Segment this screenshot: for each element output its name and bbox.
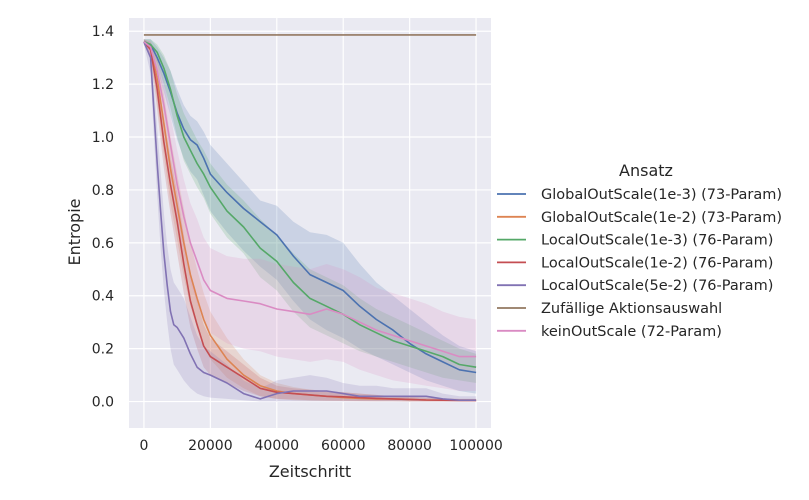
y-axis-label: Entropie — [65, 199, 84, 266]
x-axis-label: Zeitschritt — [269, 462, 351, 481]
legend-entry: keinOutScale (72-Param) — [541, 324, 722, 340]
legend-entry: LocalOutScale(1e-2) (76-Param) — [541, 255, 773, 271]
series-lines — [143, 34, 477, 402]
y-tick-label: 0.2 — [92, 342, 114, 358]
x-tick-label: 0 — [139, 438, 148, 454]
legend-entry: GlobalOutScale(1e-2) (73-Param) — [541, 210, 782, 226]
legend-entry: Zufällige Aktionsauswahl — [541, 301, 722, 317]
legend-entry: LocalOutScale(1e-3) (76-Param) — [541, 233, 773, 249]
x-tick-label: 60000 — [321, 438, 366, 454]
legend-title: Ansatz — [619, 161, 673, 180]
band-series-6 — [143, 39, 477, 391]
y-tick-label: 0.8 — [92, 183, 114, 199]
x-tick-label: 100000 — [449, 438, 502, 454]
y-tick-label: 1.4 — [92, 24, 114, 40]
line-series-6 — [143, 41, 477, 358]
x-tick-label: 40000 — [255, 438, 300, 454]
line-series-4 — [143, 41, 477, 402]
y-tick-label: 1.2 — [92, 77, 114, 93]
x-tick-label: 80000 — [387, 438, 432, 454]
y-tick-label: 0.4 — [92, 289, 114, 305]
band-series-4 — [143, 39, 477, 402]
x-tick-labels: 0 20000 40000 60000 80000 100000 — [139, 438, 502, 454]
band-series-0 — [143, 39, 477, 394]
y-tick-labels: 0.0 0.2 0.4 0.6 0.8 1.0 1.2 1.4 — [92, 24, 114, 410]
y-tick-label: 0.0 — [92, 395, 114, 411]
x-tick-label: 20000 — [188, 438, 233, 454]
legend-entry: GlobalOutScale(1e-3) (73-Param) — [541, 187, 782, 203]
legend-entry: LocalOutScale(5e-2) (76-Param) — [541, 278, 773, 294]
y-tick-label: 1.0 — [92, 130, 114, 146]
line-series-3 — [143, 41, 477, 402]
legend: Ansatz GlobalOutScale(1e-3) (73-Param) Gl… — [497, 161, 782, 340]
line-series-2 — [143, 41, 477, 368]
y-tick-label: 0.6 — [92, 236, 114, 252]
plot-background — [129, 18, 491, 428]
